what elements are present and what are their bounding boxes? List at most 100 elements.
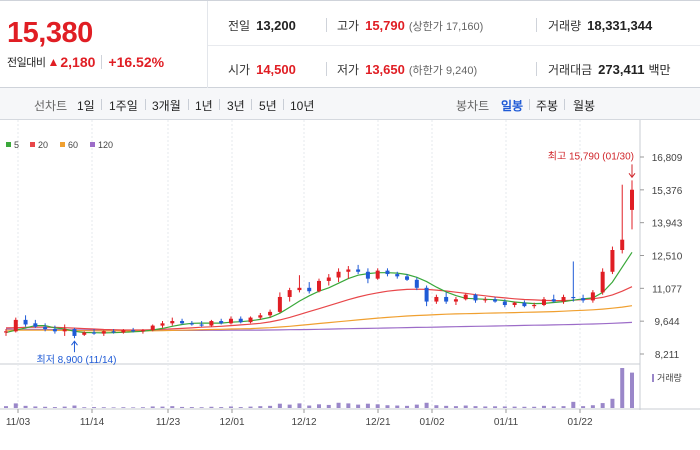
candle-body — [101, 331, 106, 334]
volume-bar — [140, 407, 145, 408]
candle-body — [62, 329, 67, 332]
volume-bar — [307, 405, 312, 408]
candle-body — [630, 189, 634, 210]
candle-body — [140, 330, 145, 332]
candle-body — [512, 302, 517, 305]
candle-body — [33, 323, 38, 327]
volume-bar — [33, 406, 38, 408]
volume-bar — [111, 407, 116, 408]
volume-bar — [630, 372, 634, 408]
candle-body — [92, 332, 97, 334]
period-1w[interactable]: 1주일 — [109, 99, 138, 113]
candle-body — [72, 329, 77, 336]
period-10y[interactable]: 10년 — [290, 99, 315, 113]
volume-bar — [395, 405, 400, 408]
period-3y[interactable]: 3년 — [227, 99, 245, 113]
candle-body — [620, 239, 625, 251]
volume-bar — [336, 402, 341, 408]
period-1y[interactable]: 1년 — [195, 99, 213, 113]
volume-bar — [209, 406, 214, 408]
candle-body — [463, 294, 468, 300]
volume-bar — [522, 406, 527, 408]
candle-body — [405, 276, 410, 280]
volume-bar — [512, 406, 517, 408]
volume-bar — [23, 405, 28, 408]
stat-value: 15,790 — [365, 18, 405, 33]
volume-bar — [571, 401, 576, 408]
candlestick-chart: 11/03 11/14 11/23 12/01 12/12 12/21 01/02 01/11… — [0, 120, 700, 450]
candle-body — [170, 321, 175, 324]
divider — [101, 55, 103, 69]
legend-swatch-ma20 — [30, 142, 35, 147]
stat-label: 거래대금 — [548, 63, 593, 77]
volume-bar — [82, 407, 87, 408]
stat-value: 13,650 — [365, 62, 405, 77]
annotation-low: 최저 8,900 (11/14) — [37, 354, 117, 366]
volume-bar — [277, 403, 282, 408]
volume-bar — [561, 406, 566, 408]
amount-unit: 백만 — [648, 63, 671, 77]
divider — [326, 62, 327, 76]
volume-bar — [541, 405, 546, 408]
y-tick-label: 9,644 — [654, 317, 679, 328]
annotation-low-arrowhead — [71, 340, 78, 346]
candle-body — [268, 311, 273, 316]
stat-value: 18,331,344 — [587, 18, 653, 33]
candle-body — [199, 324, 204, 326]
volume-bar — [180, 406, 185, 408]
candle-body — [121, 330, 126, 333]
volume-bar — [375, 404, 380, 408]
candle-body — [473, 294, 478, 301]
price-summary: 15,380 전일대비 ▲ 2,180 +16.52% 전일 13,200 고가… — [0, 0, 700, 89]
volume-bar — [43, 406, 48, 408]
divider — [219, 99, 220, 110]
candle-weekly[interactable]: 주봉 — [536, 99, 559, 113]
y-tick-label: 16,809 — [652, 153, 683, 164]
period-5y[interactable]: 5년 — [259, 99, 277, 113]
current-price: 15,380 — [7, 17, 93, 49]
candle-monthly[interactable]: 월봉 — [573, 99, 596, 113]
candle-body — [238, 318, 243, 323]
candle-daily[interactable]: 일봉 — [501, 99, 524, 113]
stat-open: 시가 14,500 — [228, 61, 296, 78]
candle-body — [307, 287, 312, 292]
volume-bar — [444, 405, 449, 408]
candle-body — [434, 296, 439, 302]
y-tick-label: 13,943 — [652, 219, 683, 230]
legend-swatch-ma120 — [90, 142, 95, 147]
candle-body — [610, 250, 615, 272]
divider — [529, 99, 530, 110]
candle-body — [561, 296, 566, 302]
volume-bar — [160, 406, 165, 408]
volume-bar — [219, 407, 224, 408]
stat-prev-close: 전일 13,200 — [228, 17, 296, 34]
chart-toolbar: 선차트 1일 1주일 3개월 1년 3년 5년 10년 봉차트 일봉 주봉 월봉 — [0, 88, 700, 120]
volume-bar — [346, 403, 351, 408]
volume-bar — [52, 407, 57, 408]
volume-bar — [287, 404, 292, 408]
volume-bar — [453, 406, 458, 408]
legend-swatch-ma5 — [6, 142, 11, 147]
volume-bar — [473, 406, 478, 408]
candle-body — [590, 292, 595, 301]
candle-body — [13, 319, 18, 332]
divider — [251, 99, 252, 110]
period-1d[interactable]: 1일 — [77, 99, 95, 113]
volume-bar — [581, 406, 586, 408]
stat-label: 저가 — [337, 63, 360, 77]
candle-body — [180, 321, 185, 324]
candle-body — [111, 331, 116, 333]
upper-limit: (상한가 17,160) — [408, 21, 484, 33]
volume-bar — [72, 405, 77, 408]
period-3m[interactable]: 3개월 — [152, 99, 181, 113]
chart-background — [0, 120, 700, 450]
volume-bar — [405, 405, 410, 408]
change-amount: 2,180 — [60, 54, 96, 70]
volume-bar — [62, 406, 67, 408]
volume-bar — [385, 405, 390, 408]
stat-volume: 거래량 18,331,344 — [548, 17, 652, 34]
annotation-high-arrowhead — [628, 173, 636, 179]
volume-bar — [238, 407, 243, 408]
annotation-high: 최고 15,790 (01/30) — [548, 150, 634, 162]
volume-legend-swatch — [652, 374, 654, 382]
